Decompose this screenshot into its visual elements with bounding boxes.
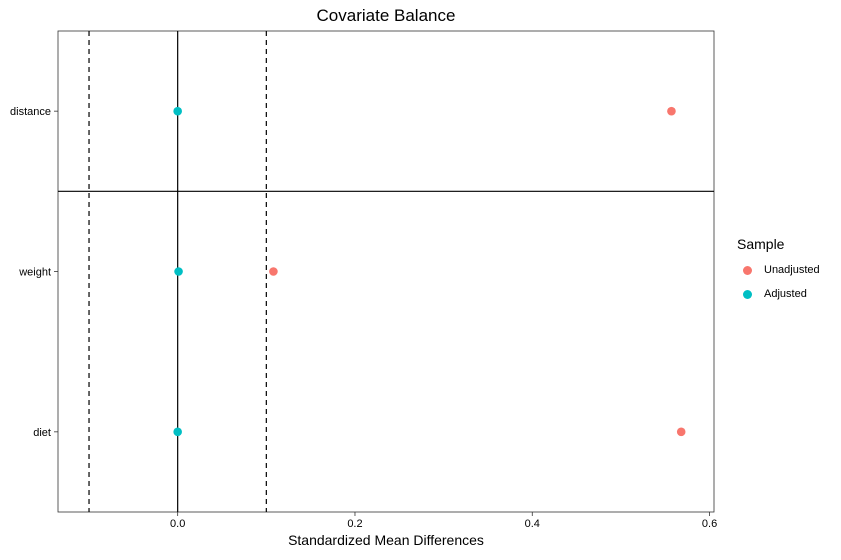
x-tick-label: 0.0 <box>170 518 185 530</box>
y-tick-label-diet: diet <box>33 427 51 439</box>
x-tick-label: 0.6 <box>702 518 717 530</box>
y-tick-label-distance: distance <box>10 106 51 118</box>
legend: Sample Unadjusted Adjusted <box>737 236 837 306</box>
legend-title: Sample <box>737 236 785 252</box>
chart-title: Covariate Balance <box>317 6 456 25</box>
plot-panel-border <box>57 30 715 513</box>
point-unadjusted-distance <box>667 106 676 116</box>
legend-item-adjusted: Adjusted <box>737 282 837 306</box>
point-unadjusted-diet <box>676 427 686 437</box>
point-adjusted-weight <box>174 267 183 276</box>
legend-item-unadjusted: Unadjusted <box>737 258 837 282</box>
point-adjusted-distance <box>173 106 182 116</box>
point-unadjusted-weight <box>269 267 278 276</box>
legend-label-adjusted: Adjusted <box>764 288 807 300</box>
x-axis-label: Standardized Mean Differences <box>288 532 484 548</box>
x-tick-label: 0.2 <box>347 518 362 530</box>
legend-key-adjusted <box>743 289 752 299</box>
point-adjusted-diet <box>173 427 182 437</box>
y-tick-label-weight: weight <box>18 267 51 279</box>
legend-key-unadjusted <box>743 265 752 275</box>
x-tick-label: 0.4 <box>525 518 540 530</box>
legend-label-unadjusted: Unadjusted <box>764 264 820 276</box>
